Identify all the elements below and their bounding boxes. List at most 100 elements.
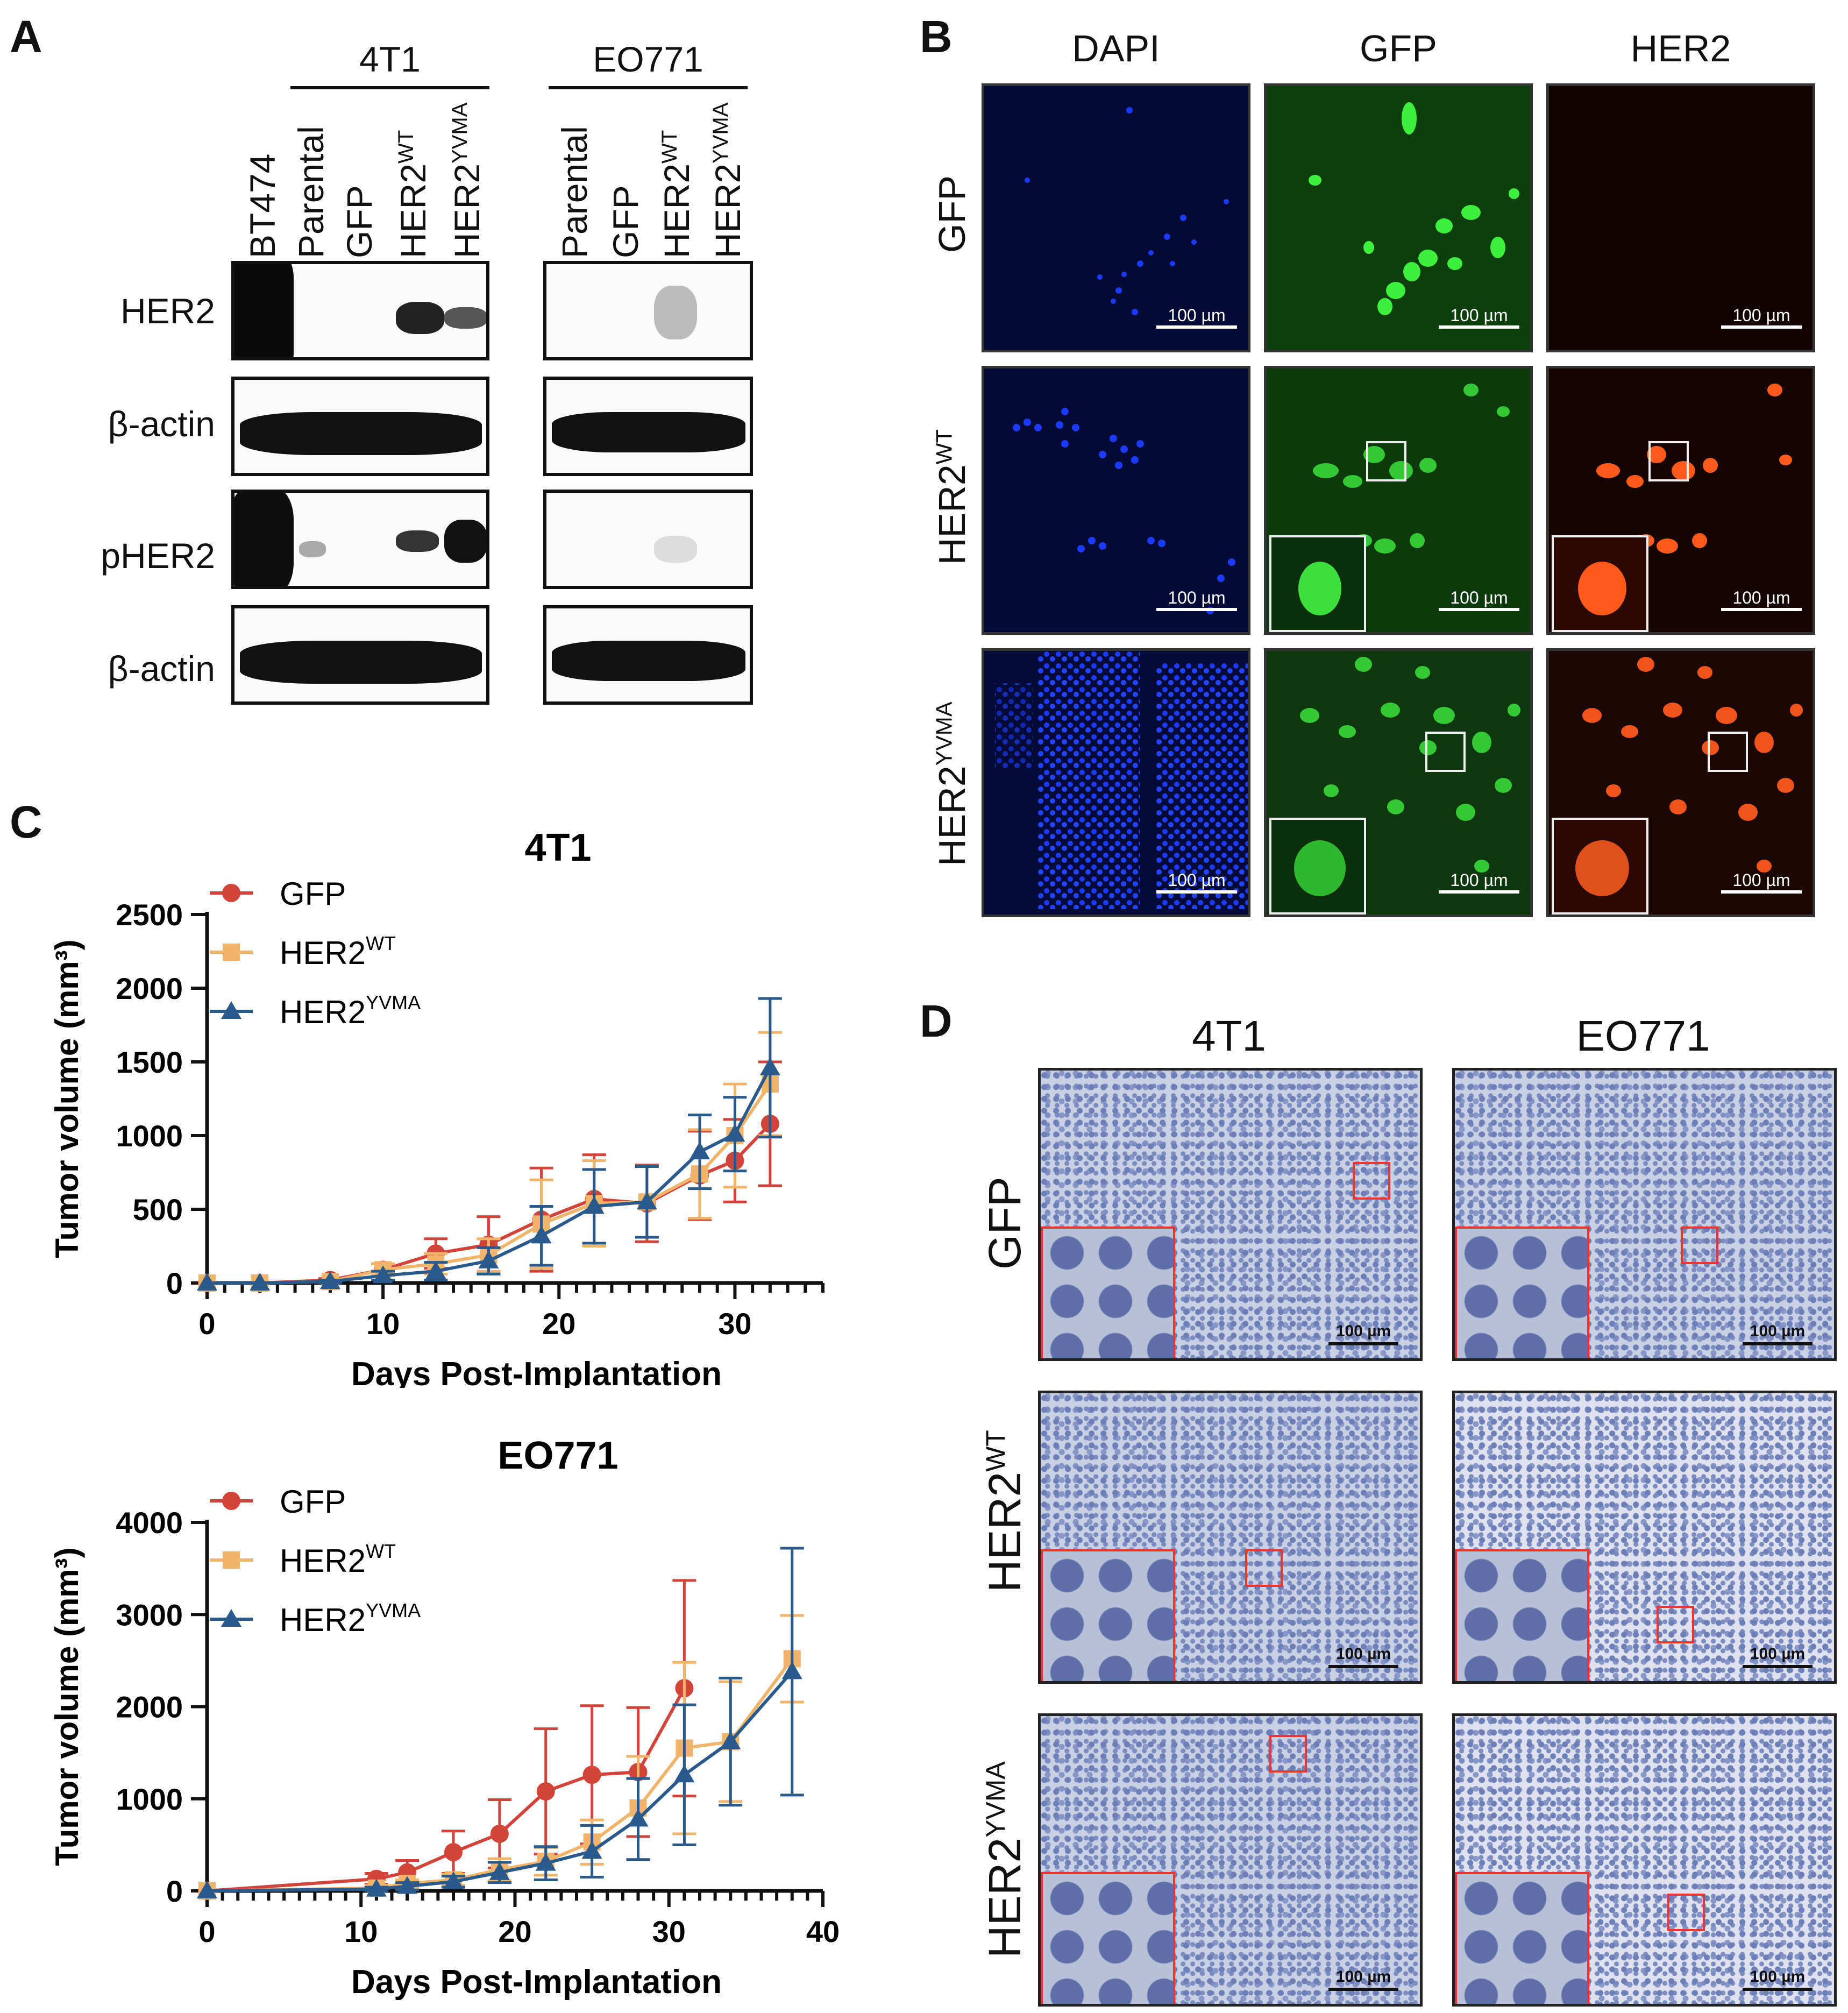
chart-title: 4T1 bbox=[524, 826, 591, 869]
row-label-her2: HER2 bbox=[120, 291, 215, 331]
legend-superscript: YVMA bbox=[366, 991, 421, 1013]
y-tick-label: 500 bbox=[133, 1193, 183, 1227]
scale-bar bbox=[1743, 1665, 1813, 1668]
x-tick-label: 20 bbox=[498, 1915, 531, 1948]
panel-letter-c: C bbox=[10, 797, 42, 847]
data-point bbox=[223, 1551, 240, 1569]
y-tick-label: 1500 bbox=[116, 1045, 183, 1079]
scale-bar bbox=[1439, 890, 1519, 894]
scale-text: 100 µm bbox=[1450, 306, 1508, 325]
data-point bbox=[582, 1766, 601, 1784]
legend-label: GFP bbox=[280, 1484, 346, 1520]
row-label-her2-yvma-d: HER2YVMA bbox=[979, 1761, 1030, 1958]
scale-bar bbox=[1721, 890, 1802, 894]
data-point bbox=[373, 1265, 394, 1284]
micro-yvma-dapi: 100 µm bbox=[982, 648, 1250, 917]
chart-eo771: EO771 0 10 20 30 40 0 1000 2000 3000 4000 Days Post… bbox=[49, 1434, 840, 2001]
lane-label-gfp-eo771: GFP bbox=[606, 185, 645, 258]
lane-label-bt474: BT474 bbox=[243, 153, 282, 258]
y-axis-label: Tumor volume (mm³) bbox=[49, 939, 85, 1258]
data-point bbox=[425, 1261, 446, 1279]
y-tick-label: 3000 bbox=[116, 1598, 183, 1632]
micro-yvma-her2: 100 µm bbox=[1546, 648, 1815, 917]
col-head-gfp: GFP bbox=[1360, 27, 1437, 69]
chart-title: EO771 bbox=[497, 1434, 618, 1477]
group-label-4t1: 4T1 bbox=[359, 39, 421, 79]
scale-bar bbox=[1328, 1665, 1398, 1668]
ihc-eo771-gfp: 100 µm bbox=[1452, 1068, 1837, 1361]
micro-gfp-dapi: 100 µm bbox=[982, 83, 1250, 352]
series-1 bbox=[198, 1614, 804, 1899]
scale-text: 100 µm bbox=[1732, 306, 1790, 325]
row-label-her2-wt-b: HER2WT bbox=[931, 429, 973, 565]
data-point bbox=[197, 1881, 217, 1898]
zoom-selection bbox=[1245, 1549, 1283, 1587]
scale-text: 100 µm bbox=[1732, 588, 1790, 607]
scale-text: 100 µm bbox=[1750, 1968, 1806, 1986]
zoom-inset bbox=[1455, 1227, 1589, 1358]
micro-gfp-her2: 100 µm bbox=[1546, 83, 1815, 352]
zoom-inset bbox=[1552, 535, 1648, 632]
legend-label: HER2YVMA bbox=[280, 1599, 421, 1638]
row-label-beta-actin-1: β-actin bbox=[108, 404, 215, 444]
scale-bar bbox=[1328, 1342, 1398, 1345]
lane-label-parental: Parental bbox=[291, 126, 331, 258]
lane-label-her2-yvma-eo771: HER2YVMA bbox=[708, 102, 748, 258]
col-head-her2: HER2 bbox=[1630, 27, 1731, 69]
lane-label-her2-yvma: HER2YVMA bbox=[447, 102, 487, 258]
group-label-eo771: EO771 bbox=[593, 39, 703, 79]
zoom-selection bbox=[1708, 732, 1748, 772]
data-point bbox=[724, 1124, 745, 1142]
y-tick-label: 4000 bbox=[116, 1506, 183, 1540]
data-point bbox=[628, 1809, 649, 1827]
data-point bbox=[222, 1492, 240, 1510]
group-underline-eo771 bbox=[549, 86, 748, 89]
gfp-cells bbox=[1309, 102, 1519, 315]
zoom-inset bbox=[1041, 1872, 1175, 2004]
x-tick-label: 30 bbox=[718, 1307, 751, 1341]
data-point bbox=[636, 1192, 657, 1210]
data-point bbox=[250, 1273, 271, 1291]
scale-text: 100 µm bbox=[1450, 588, 1508, 607]
dapi-nuclei bbox=[995, 651, 1248, 909]
x-tick-label: 0 bbox=[198, 1307, 215, 1341]
dapi-nuclei bbox=[1013, 408, 1235, 614]
y-tick-label: 1000 bbox=[116, 1782, 183, 1816]
data-point bbox=[221, 1001, 241, 1019]
zoom-inset bbox=[1552, 818, 1648, 915]
series-1 bbox=[198, 1031, 782, 1292]
lane-label-her2-wt: HER2WT bbox=[393, 130, 433, 258]
data-point bbox=[366, 1879, 387, 1897]
data-point bbox=[581, 1841, 602, 1859]
row-label-her2-yvma-b: HER2YVMA bbox=[931, 701, 973, 866]
lane-label-her2-wt-eo771: HER2WT bbox=[657, 130, 696, 258]
data-point bbox=[222, 884, 240, 902]
blot-pher2-eo771 bbox=[543, 490, 753, 589]
data-point bbox=[720, 1731, 741, 1749]
zoom-selection bbox=[1657, 1606, 1694, 1643]
chart-4t1: 4T1 0 10 20 30 0 500 1000 1500 2000 2500 Days Post-… bbox=[49, 826, 825, 1388]
row-label-gfp-d: GFP bbox=[979, 1176, 1030, 1270]
scale-text: 100 µm bbox=[1168, 870, 1226, 890]
series-line bbox=[207, 1067, 772, 1285]
zoom-inset bbox=[1455, 1872, 1589, 2004]
micro-gfp-gfp: 100 µm bbox=[1264, 83, 1533, 352]
scale-text: 100 µm bbox=[1732, 870, 1790, 890]
x-tick-label: 10 bbox=[344, 1915, 378, 1948]
scale-bar bbox=[1439, 325, 1519, 329]
data-point bbox=[584, 1196, 605, 1214]
series-0 bbox=[198, 1579, 696, 1900]
data-point bbox=[490, 1824, 509, 1843]
y-tick-label: 1000 bbox=[116, 1119, 183, 1153]
zoom-inset bbox=[1041, 1549, 1175, 1681]
x-axis-label: Days Post-Implantation bbox=[351, 1356, 722, 1388]
her2-cells bbox=[1596, 384, 1792, 554]
row-label-gfp-b: GFP bbox=[931, 175, 973, 253]
scale-text: 100 µm bbox=[1750, 1645, 1806, 1663]
legend-superscript: YVMA bbox=[366, 1599, 421, 1621]
data-point bbox=[444, 1843, 463, 1862]
ihc-eo771-yvma: 100 µm bbox=[1452, 1713, 1837, 2007]
series-2 bbox=[197, 1547, 804, 1898]
her2-cells bbox=[1582, 657, 1803, 873]
data-point bbox=[397, 1876, 418, 1894]
